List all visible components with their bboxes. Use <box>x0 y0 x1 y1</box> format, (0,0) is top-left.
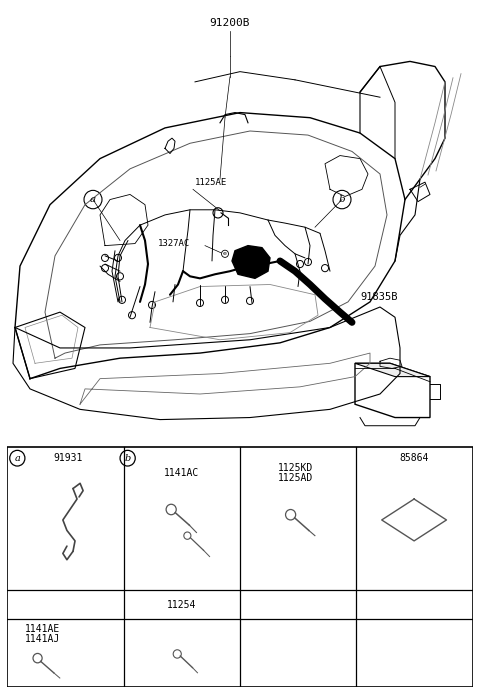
Polygon shape <box>355 363 430 376</box>
Text: 85864: 85864 <box>399 453 429 463</box>
Text: a: a <box>90 195 96 204</box>
Circle shape <box>101 254 108 261</box>
Text: 91931: 91931 <box>53 453 83 463</box>
Circle shape <box>101 265 108 272</box>
Text: b: b <box>339 195 345 204</box>
Text: 91200B: 91200B <box>210 17 250 28</box>
Circle shape <box>117 273 123 280</box>
Circle shape <box>196 299 204 306</box>
Text: 1125KD: 1125KD <box>278 463 313 473</box>
Text: 1141AJ: 1141AJ <box>25 634 60 644</box>
Text: b: b <box>124 454 131 463</box>
Text: 1327AC: 1327AC <box>158 239 190 248</box>
Polygon shape <box>232 245 270 279</box>
Text: 1141AE: 1141AE <box>25 624 60 634</box>
Text: 11254: 11254 <box>167 599 196 610</box>
Circle shape <box>221 297 228 304</box>
Text: 1125AE: 1125AE <box>195 177 227 186</box>
Circle shape <box>247 297 253 304</box>
Text: 91835B: 91835B <box>360 292 397 301</box>
Text: e: e <box>223 252 227 256</box>
Circle shape <box>119 297 125 304</box>
Circle shape <box>322 265 328 272</box>
Text: 1141AC: 1141AC <box>164 468 199 478</box>
Polygon shape <box>355 363 430 418</box>
Text: 1125AD: 1125AD <box>278 473 313 483</box>
Text: a: a <box>14 454 20 463</box>
Circle shape <box>304 258 312 265</box>
Circle shape <box>129 312 135 319</box>
Circle shape <box>115 254 121 261</box>
Circle shape <box>297 261 303 267</box>
Circle shape <box>148 301 156 308</box>
